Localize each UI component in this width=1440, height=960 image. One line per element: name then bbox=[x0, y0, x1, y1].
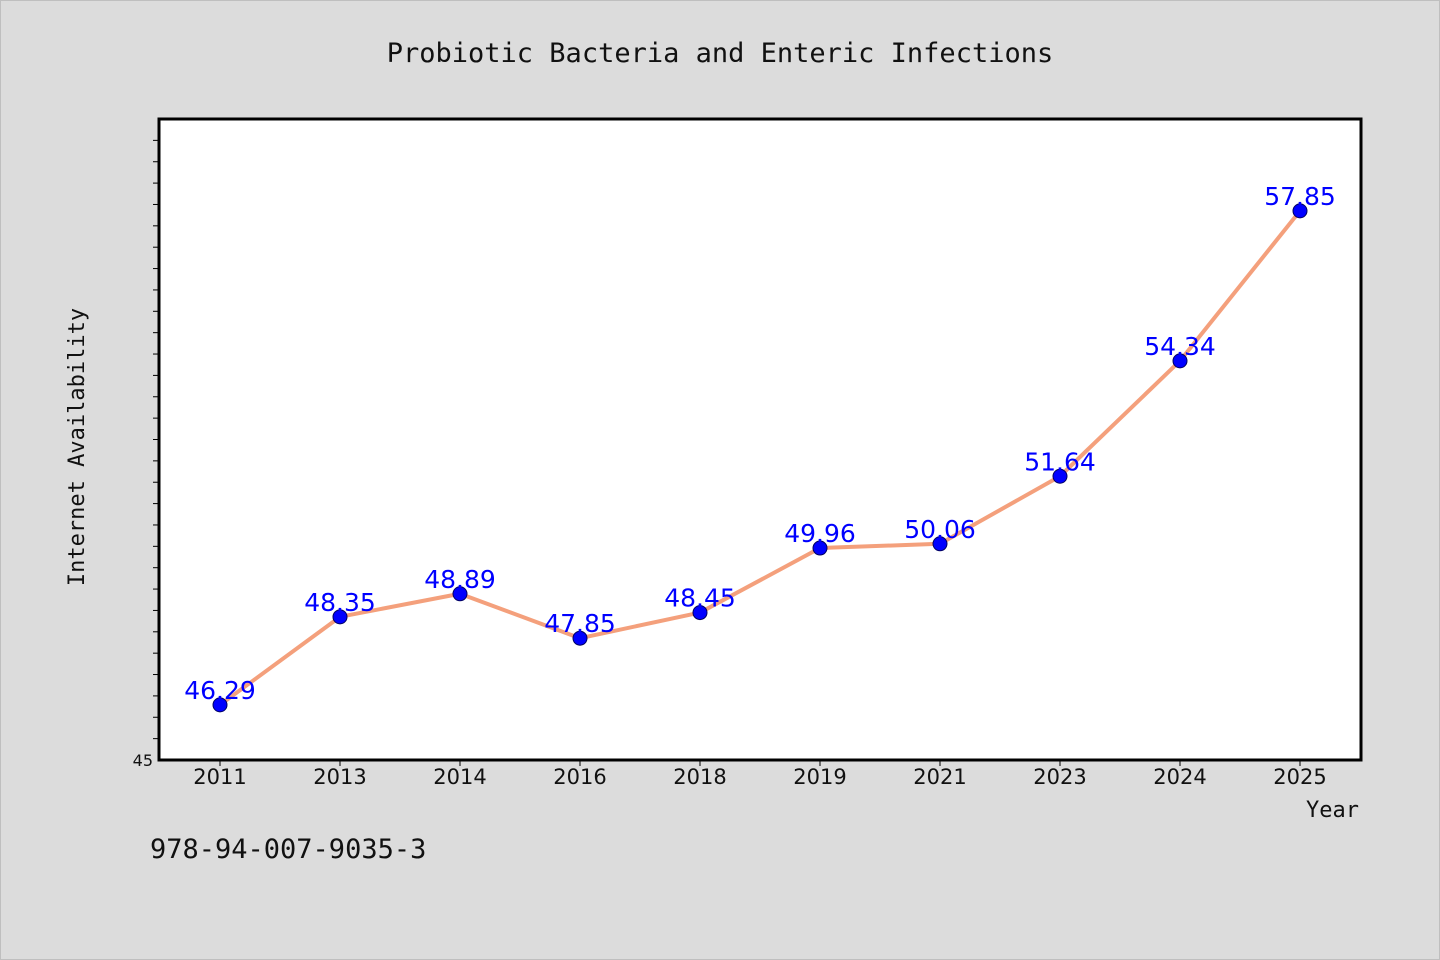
x-axis-ticks: 2011 2013 2014 2016 2018 2019 2021 2023 2024 2025 bbox=[193, 760, 1327, 789]
data-label: 47.85 bbox=[544, 609, 616, 638]
plot-area bbox=[157, 117, 1363, 762]
x-axis-label: Year bbox=[1306, 798, 1359, 823]
series-line bbox=[218, 208, 1302, 707]
data-point bbox=[572, 630, 588, 646]
data-point bbox=[932, 536, 948, 552]
data-point bbox=[692, 605, 708, 621]
data-point bbox=[1292, 203, 1308, 219]
x-tick-label: 2025 bbox=[1273, 765, 1326, 789]
data-label: 48.89 bbox=[424, 565, 496, 594]
data-point bbox=[1052, 468, 1068, 484]
data-point bbox=[1172, 353, 1188, 369]
data-label: 48.45 bbox=[664, 584, 736, 613]
x-tick-label: 2013 bbox=[313, 765, 366, 789]
data-point bbox=[452, 586, 468, 602]
y-axis-label: Internet Availability bbox=[65, 308, 90, 586]
data-point bbox=[812, 540, 828, 556]
chart-title: Probiotic Bacteria and Enteric Infection… bbox=[387, 38, 1053, 69]
x-tick-label: 2014 bbox=[433, 765, 486, 789]
data-label: 50.06 bbox=[904, 515, 976, 544]
data-label: 48.35 bbox=[304, 588, 376, 617]
data-label: 46.29 bbox=[184, 676, 256, 705]
x-tick-label: 2011 bbox=[193, 765, 246, 789]
series-layer: 46.29 48.35 48.89 47.85 48.45 49.96 50.06 51.64… bbox=[184, 182, 1336, 713]
x-tick-label: 2021 bbox=[913, 765, 966, 789]
data-point bbox=[332, 609, 348, 625]
x-tick-label: 2018 bbox=[673, 765, 726, 789]
y-axis-ticks: 45 bbox=[133, 139, 159, 770]
data-label: 51.64 bbox=[1024, 447, 1096, 476]
y-tick-label: 45 bbox=[133, 751, 153, 770]
data-point bbox=[212, 697, 228, 713]
x-tick-label: 2016 bbox=[553, 765, 606, 789]
x-tick-label: 2019 bbox=[793, 765, 846, 789]
x-tick-label: 2024 bbox=[1153, 765, 1206, 789]
data-label: 49.96 bbox=[784, 519, 856, 548]
isbn-caption: 978-94-007-9035-3 bbox=[150, 834, 427, 865]
data-label: 57.85 bbox=[1264, 182, 1336, 211]
data-label: 54.34 bbox=[1144, 332, 1216, 361]
x-tick-label: 2023 bbox=[1033, 765, 1086, 789]
